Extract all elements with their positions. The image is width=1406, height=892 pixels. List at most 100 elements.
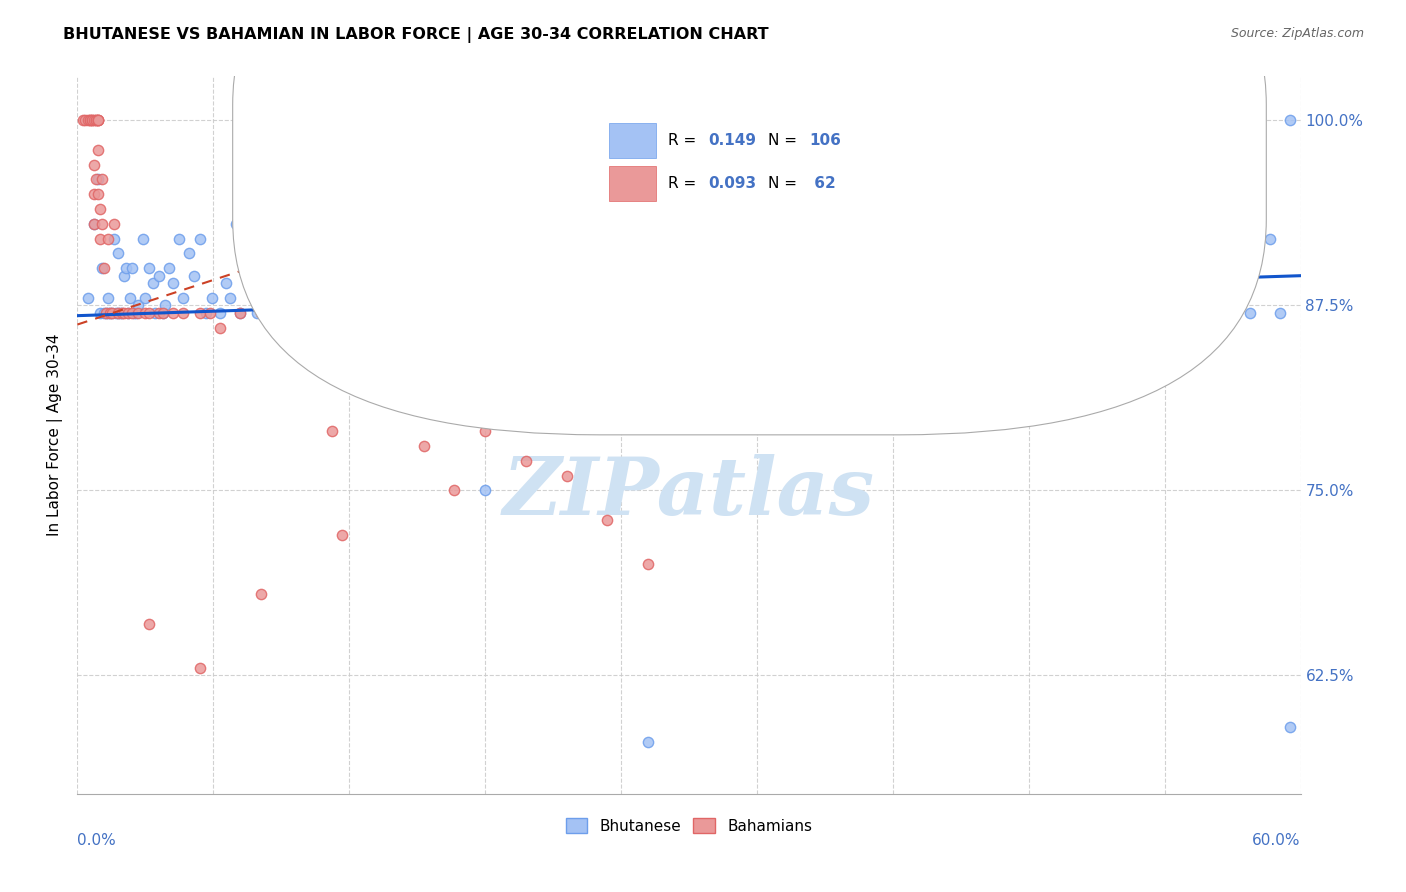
Point xyxy=(103,217,125,231)
Point xyxy=(1258,232,1281,246)
Point xyxy=(152,306,174,320)
Point xyxy=(352,232,374,246)
Point xyxy=(1167,306,1189,320)
Point xyxy=(142,276,165,290)
Point xyxy=(134,291,156,305)
Point xyxy=(229,306,252,320)
Point xyxy=(93,306,115,320)
Point xyxy=(534,306,557,320)
Point xyxy=(953,306,976,320)
Point xyxy=(891,306,914,320)
Point xyxy=(1198,291,1220,305)
Point xyxy=(1239,306,1261,320)
Point xyxy=(152,306,174,320)
Point xyxy=(172,306,194,320)
Point xyxy=(352,365,374,379)
Point xyxy=(183,268,205,283)
Point xyxy=(97,291,120,305)
Point xyxy=(89,232,111,246)
Point xyxy=(76,113,98,128)
Point xyxy=(121,261,143,276)
Point xyxy=(250,232,273,246)
Text: 106: 106 xyxy=(808,133,841,148)
Point xyxy=(98,306,121,320)
Point xyxy=(103,232,125,246)
Point xyxy=(280,217,302,231)
Point xyxy=(658,306,681,320)
Point xyxy=(84,113,107,128)
Point xyxy=(219,291,242,305)
Point xyxy=(194,306,217,320)
Point xyxy=(84,113,107,128)
Point xyxy=(266,306,288,320)
Point xyxy=(127,306,149,320)
Point xyxy=(162,306,184,320)
Text: N =: N = xyxy=(769,133,803,148)
Point xyxy=(83,113,105,128)
Point xyxy=(1045,306,1067,320)
Point xyxy=(515,454,537,468)
Point xyxy=(1136,306,1159,320)
Point xyxy=(368,253,391,268)
Point xyxy=(115,261,138,276)
Point xyxy=(332,528,354,542)
Point xyxy=(87,187,110,202)
Text: R =: R = xyxy=(668,133,702,148)
Point xyxy=(1279,720,1302,734)
Point xyxy=(831,306,853,320)
Point xyxy=(83,217,105,231)
Point xyxy=(117,306,139,320)
Point xyxy=(127,298,149,312)
Point xyxy=(862,306,884,320)
Point xyxy=(433,246,456,260)
Point xyxy=(253,291,276,305)
Legend: Bhutanese, Bahamians: Bhutanese, Bahamians xyxy=(560,813,818,840)
Point xyxy=(93,261,115,276)
Point xyxy=(596,306,619,320)
Point xyxy=(1268,306,1291,320)
Point xyxy=(290,306,312,320)
Text: 62: 62 xyxy=(808,176,835,191)
Point xyxy=(111,306,134,320)
Point xyxy=(108,306,131,320)
Point xyxy=(718,306,741,320)
Point xyxy=(90,217,112,231)
Point xyxy=(101,306,124,320)
Point xyxy=(94,306,117,320)
Point xyxy=(97,306,120,320)
Point xyxy=(555,468,578,483)
Point xyxy=(596,513,619,527)
Text: BHUTANESE VS BAHAMIAN IN LABOR FORCE | AGE 30-34 CORRELATION CHART: BHUTANESE VS BAHAMIAN IN LABOR FORCE | A… xyxy=(63,27,769,43)
Point xyxy=(332,298,354,312)
Point xyxy=(1014,306,1036,320)
Point xyxy=(143,306,166,320)
Point xyxy=(94,306,117,320)
Point xyxy=(188,661,211,675)
Point xyxy=(83,217,105,231)
Point xyxy=(112,268,135,283)
Point xyxy=(678,298,700,312)
Point xyxy=(87,113,110,128)
Point xyxy=(555,276,578,290)
Point xyxy=(229,306,252,320)
Point xyxy=(87,143,110,157)
Point xyxy=(101,306,124,320)
Point xyxy=(637,306,659,320)
Point xyxy=(922,306,945,320)
Point xyxy=(138,261,160,276)
Point xyxy=(201,291,224,305)
Text: 0.149: 0.149 xyxy=(709,133,756,148)
Point xyxy=(105,306,128,320)
Point xyxy=(87,172,110,186)
Point xyxy=(450,306,472,320)
Point xyxy=(117,306,139,320)
Point xyxy=(321,306,343,320)
Point xyxy=(342,306,364,320)
Point xyxy=(382,306,405,320)
Point xyxy=(188,306,211,320)
Point xyxy=(423,232,446,246)
Point xyxy=(169,232,191,246)
Point xyxy=(260,306,283,320)
Point xyxy=(464,306,486,320)
Point xyxy=(576,291,599,305)
